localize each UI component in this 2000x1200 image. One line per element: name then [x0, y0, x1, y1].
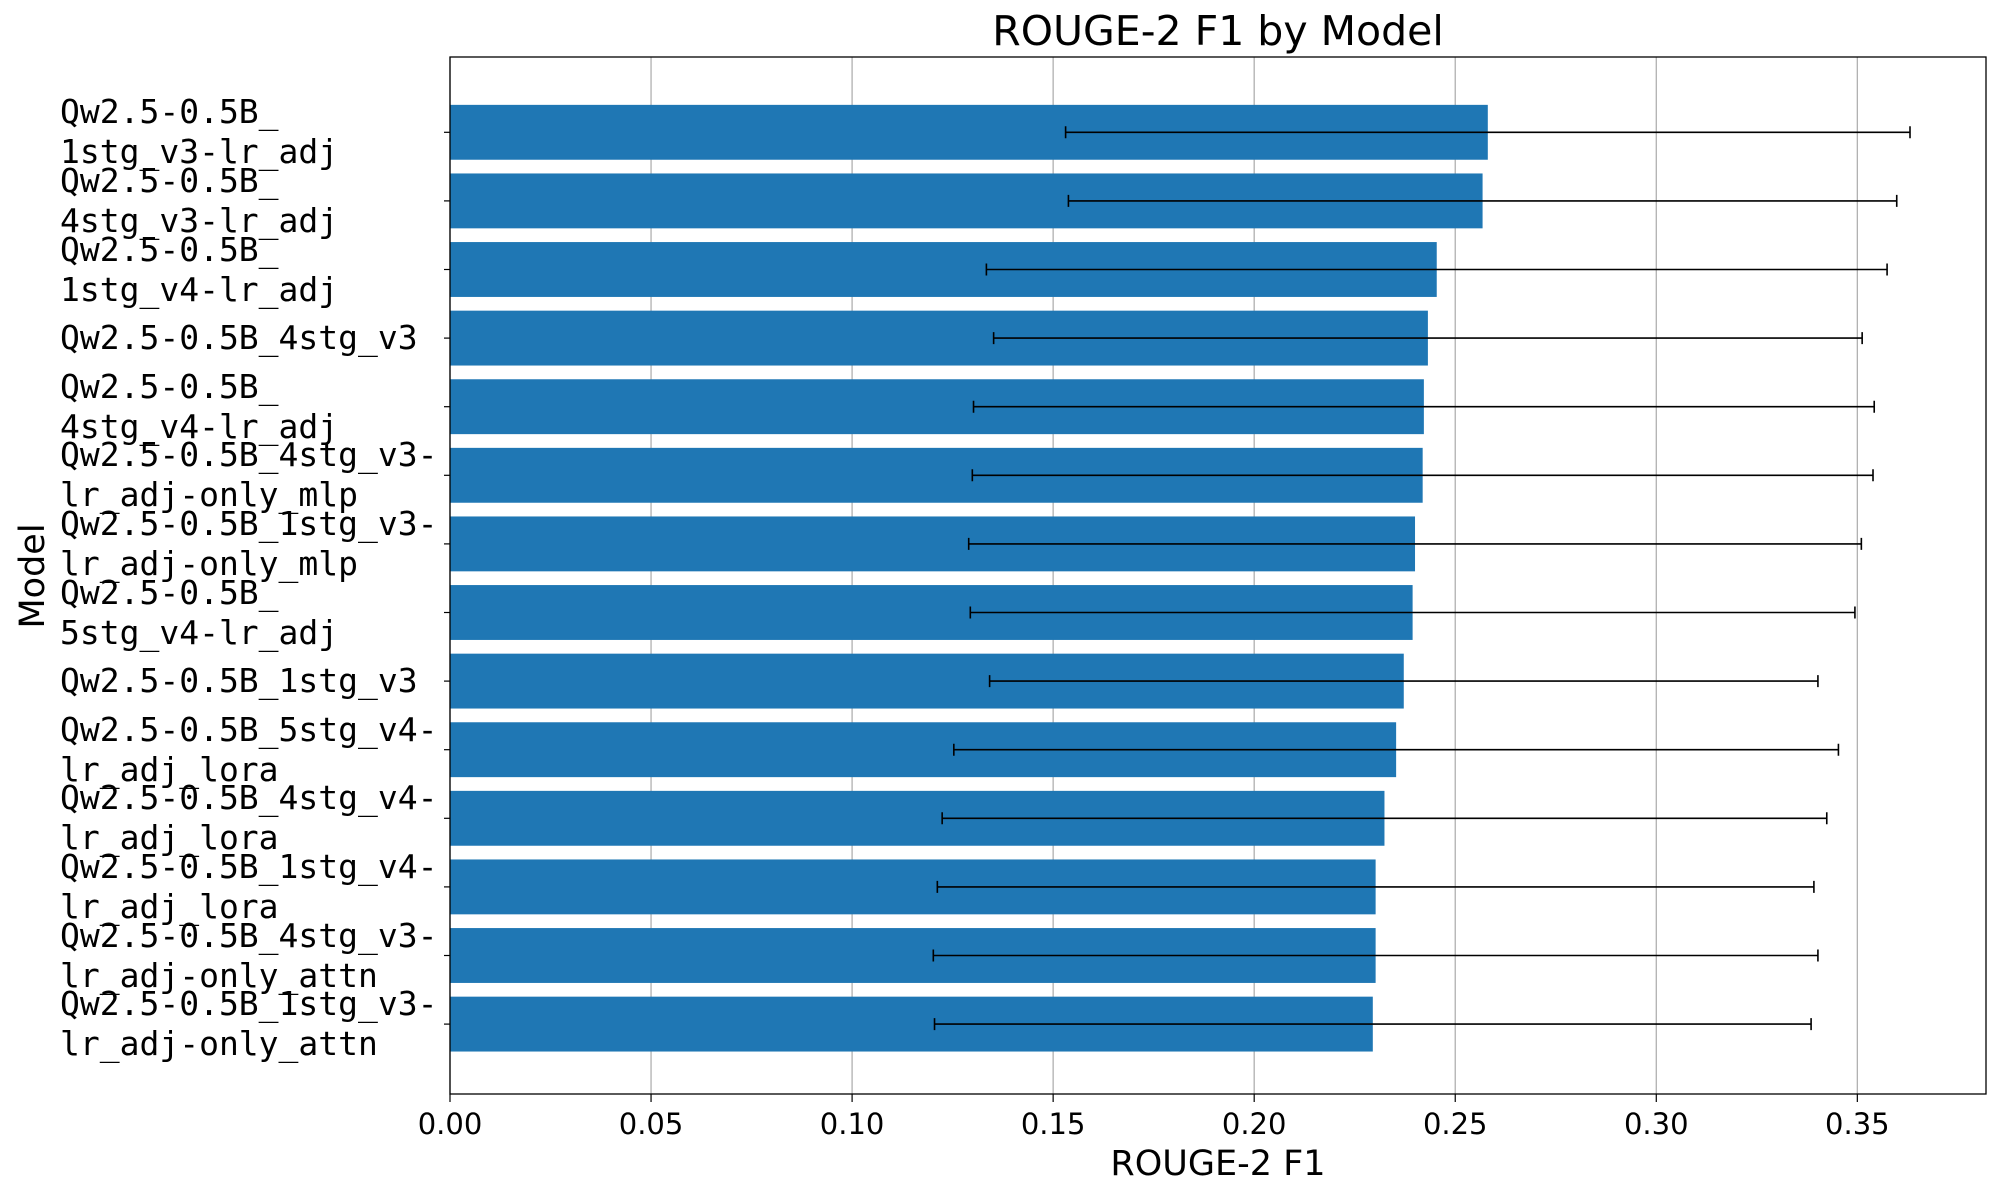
- y-tick-label: Qw2.5-0.5B_1stg_v3: [60, 661, 418, 701]
- y-tick-label: Qw2.5-0.5B_1stg_v3- lr_adj-only_mlp: [60, 503, 438, 583]
- x-tick-label: 0.15: [1021, 1107, 1086, 1141]
- y-tick-label: Qw2.5-0.5B_ 1stg_v4-lr_adj: [60, 229, 339, 309]
- error-bar: [969, 606, 1856, 619]
- error-bar: [936, 880, 1815, 893]
- x-tick-label: 0.10: [820, 1107, 885, 1141]
- error-bar: [967, 537, 1863, 550]
- error-bar: [1064, 126, 1911, 139]
- y-tick-label: Qw2.5-0.5B_ 4stg_v3-lr_adj: [60, 160, 339, 240]
- x-tick-label: 0.35: [1825, 1107, 1890, 1141]
- y-tick-label: Qw2.5-0.5B_4stg_v4- lr_adj_lora: [60, 778, 438, 858]
- error-bar: [941, 812, 1828, 825]
- y-tick-label: Qw2.5-0.5B_4stg_v3: [60, 318, 418, 358]
- y-tick-label: Qw2.5-0.5B_4stg_v3- lr_adj-only_attn: [60, 915, 438, 995]
- error-bar: [971, 469, 1874, 482]
- x-tick-label: 0.05: [619, 1107, 684, 1141]
- x-tick-label: 0.20: [1222, 1107, 1287, 1141]
- x-tick-label: 0.30: [1624, 1107, 1689, 1141]
- error-bar: [932, 949, 1819, 962]
- error-bar: [985, 263, 1888, 276]
- x-tick-label: 0.25: [1423, 1107, 1488, 1141]
- plot-frame: [449, 56, 1987, 1095]
- y-axis-label: Model: [13, 523, 53, 628]
- chart-title: ROUGE-2 F1 by Model: [992, 7, 1443, 55]
- error-bar: [988, 675, 1819, 688]
- y-tick-label: Qw2.5-0.5B_5stg_v4- lr_adj_lora: [60, 709, 438, 789]
- error-bar: [933, 1018, 1812, 1031]
- x-axis-label: ROUGE-2 F1: [1110, 1144, 1325, 1184]
- y-tick-label: Qw2.5-0.5B_ 1stg_v3-lr_adj: [60, 92, 339, 172]
- y-tick-label: Qw2.5-0.5B_1stg_v4- lr_adj_lora: [60, 846, 438, 926]
- error-bar: [992, 332, 1863, 345]
- y-tick-label: Qw2.5-0.5B_ 5stg_v4-lr_adj: [60, 572, 339, 652]
- x-tick-label: 0.00: [418, 1107, 483, 1141]
- error-bar: [972, 400, 1876, 413]
- y-tick-label: Qw2.5-0.5B_ 4stg_v4-lr_adj: [60, 366, 339, 446]
- y-tick-label: Qw2.5-0.5B_1stg_v3- lr_adj-only_attn: [60, 984, 438, 1064]
- error-bar: [953, 743, 1840, 756]
- y-tick-label: Qw2.5-0.5B_4stg_v3- lr_adj-only_mlp: [60, 435, 438, 515]
- error-bar: [1067, 194, 1898, 207]
